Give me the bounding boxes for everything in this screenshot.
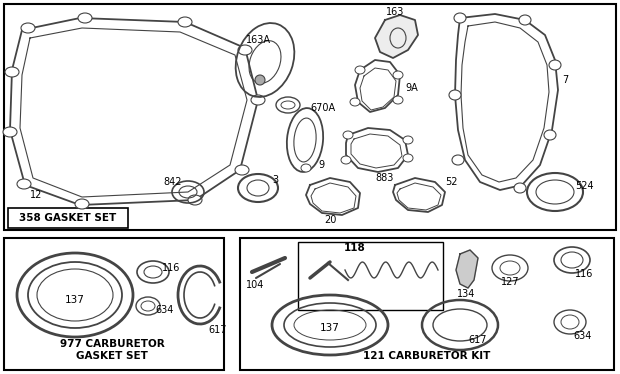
Text: 137: 137: [320, 323, 340, 333]
Text: 163A: 163A: [246, 35, 270, 45]
Text: 127: 127: [501, 277, 520, 287]
Ellipse shape: [403, 154, 413, 162]
Ellipse shape: [78, 13, 92, 23]
Ellipse shape: [75, 199, 89, 209]
Text: 104: 104: [246, 280, 264, 290]
Ellipse shape: [403, 136, 413, 144]
Bar: [8, 208, 128, 228]
Text: 20: 20: [324, 215, 336, 225]
Text: 12: 12: [30, 190, 42, 200]
Text: eReplacementParts.com: eReplacementParts.com: [255, 171, 365, 180]
Text: 163: 163: [386, 7, 404, 17]
Ellipse shape: [549, 60, 561, 70]
Ellipse shape: [238, 45, 252, 55]
Text: 634: 634: [155, 305, 174, 315]
Ellipse shape: [341, 156, 351, 164]
Ellipse shape: [301, 164, 311, 172]
Ellipse shape: [350, 98, 360, 106]
Bar: [298, 242, 443, 310]
Ellipse shape: [17, 179, 31, 189]
Ellipse shape: [544, 130, 556, 140]
Ellipse shape: [235, 165, 249, 175]
Ellipse shape: [188, 195, 202, 205]
Polygon shape: [375, 15, 418, 58]
Text: 118: 118: [344, 243, 366, 253]
Text: 842: 842: [164, 177, 182, 187]
Ellipse shape: [393, 96, 403, 104]
Bar: [4, 238, 224, 370]
Text: 670A: 670A: [310, 103, 335, 113]
Ellipse shape: [251, 95, 265, 105]
Text: 977 CARBURETOR
GASKET SET: 977 CARBURETOR GASKET SET: [60, 339, 164, 361]
Ellipse shape: [519, 15, 531, 25]
Text: 134: 134: [457, 289, 475, 299]
Ellipse shape: [393, 71, 403, 79]
Ellipse shape: [21, 23, 35, 33]
Text: 524: 524: [575, 181, 593, 191]
Text: 52: 52: [445, 177, 458, 187]
Polygon shape: [456, 250, 478, 288]
Bar: [240, 238, 614, 370]
Text: 883: 883: [376, 173, 394, 183]
Text: 137: 137: [65, 295, 85, 305]
Text: 3: 3: [272, 175, 278, 185]
Bar: [4, 4, 616, 230]
Ellipse shape: [454, 13, 466, 23]
Text: 9: 9: [318, 160, 324, 170]
Text: 7: 7: [562, 75, 569, 85]
Text: 116: 116: [162, 263, 180, 273]
Text: 121 CARBURETOR KIT: 121 CARBURETOR KIT: [363, 351, 490, 361]
Ellipse shape: [452, 155, 464, 165]
Ellipse shape: [3, 127, 17, 137]
Text: 617: 617: [208, 325, 226, 335]
Text: 9A: 9A: [405, 83, 418, 93]
Ellipse shape: [355, 66, 365, 74]
Ellipse shape: [514, 183, 526, 193]
Text: 617: 617: [468, 335, 487, 345]
Ellipse shape: [5, 67, 19, 77]
Text: 116: 116: [575, 269, 593, 279]
Ellipse shape: [178, 17, 192, 27]
Ellipse shape: [343, 131, 353, 139]
Ellipse shape: [449, 90, 461, 100]
Text: 358 GASKET SET: 358 GASKET SET: [19, 213, 117, 223]
Ellipse shape: [255, 75, 265, 85]
Text: 634: 634: [573, 331, 591, 341]
